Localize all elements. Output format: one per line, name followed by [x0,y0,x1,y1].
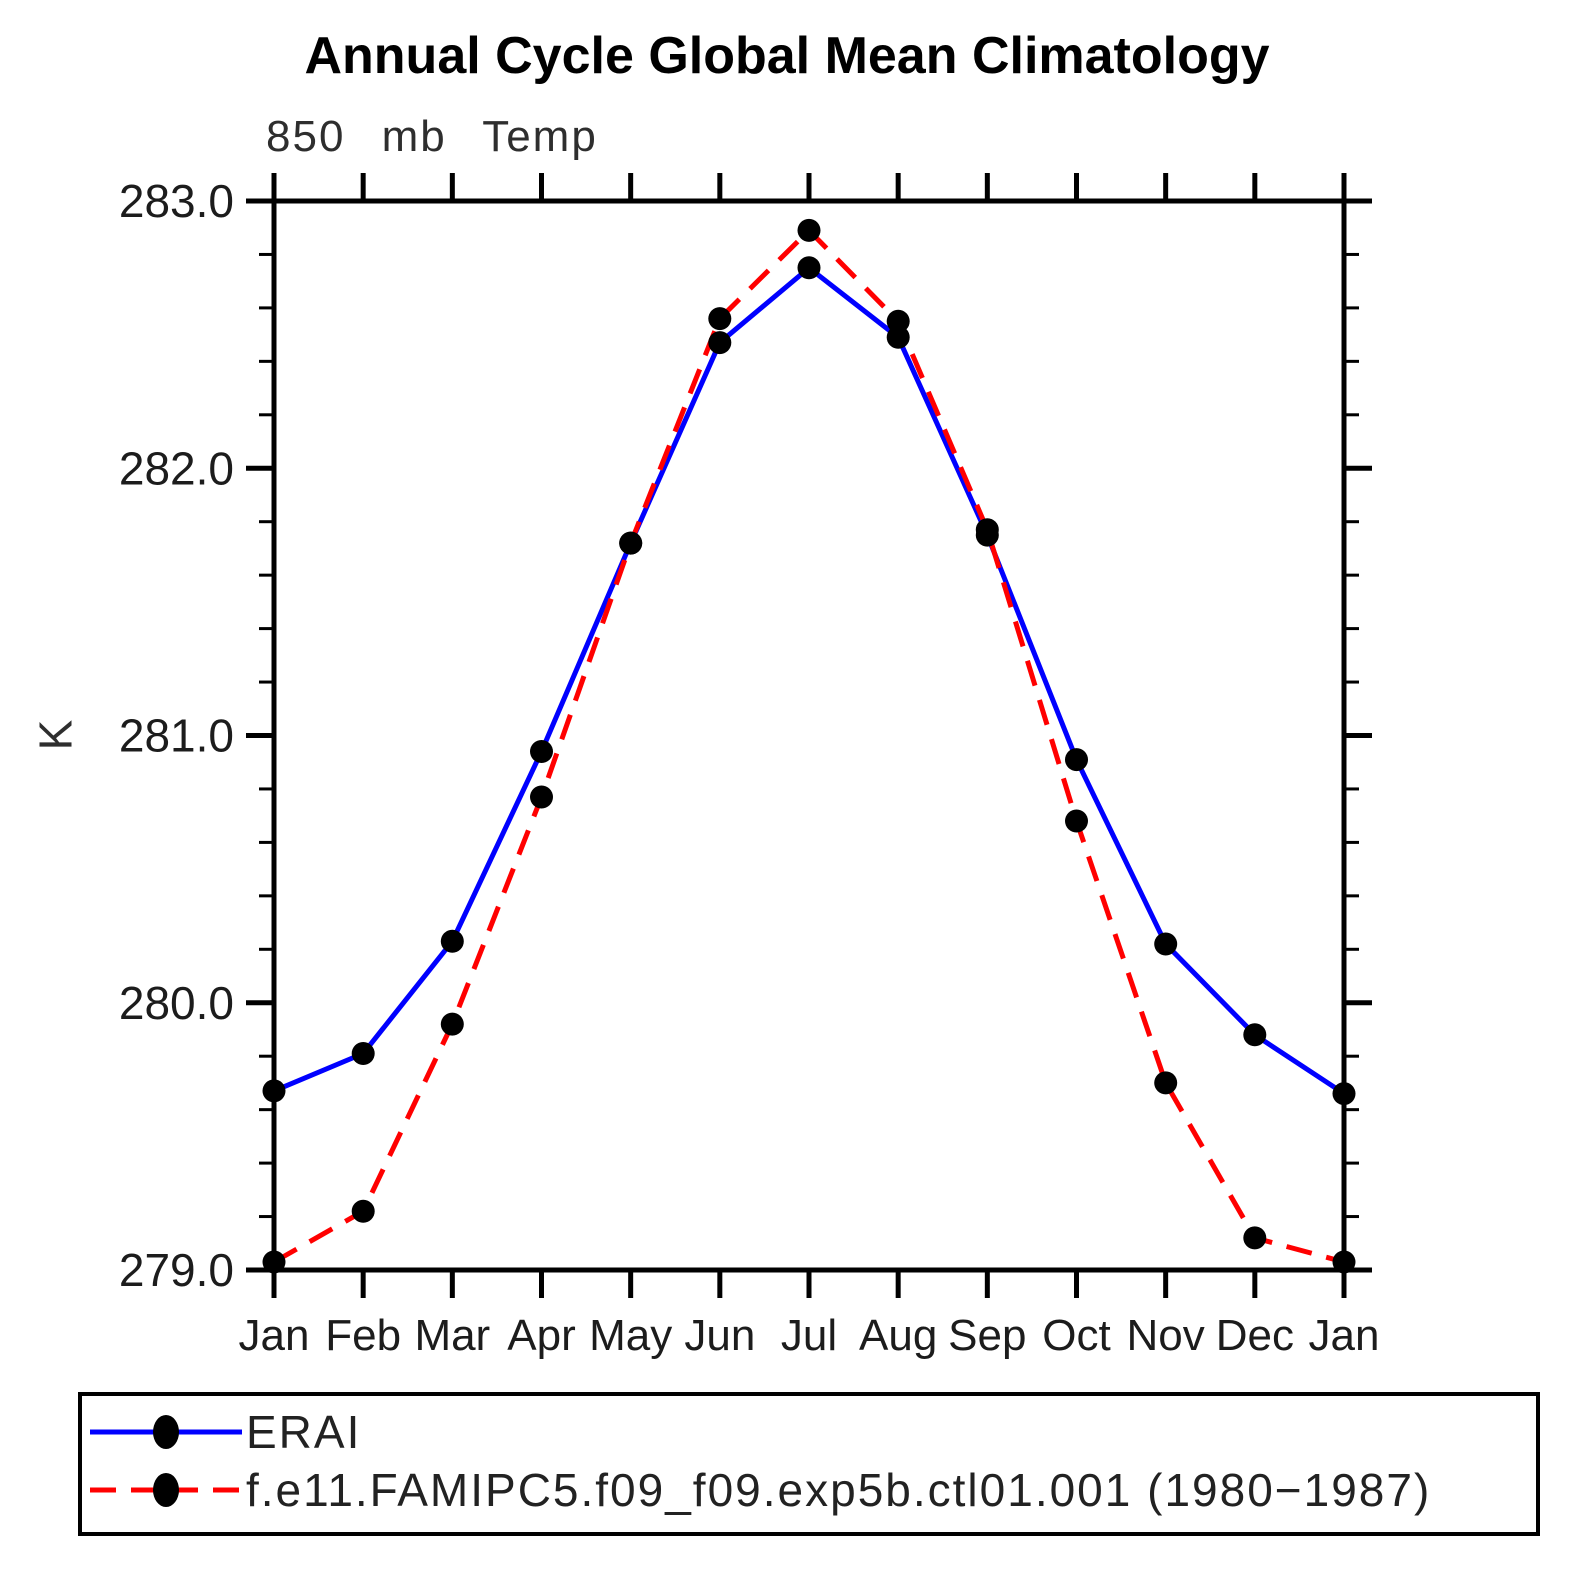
data-point [530,785,553,809]
data-point [440,929,464,953]
legend-label-model: f.e11.FAMIPC5.f09_f09.exp5b.ctl01.001 (1… [246,1464,1432,1516]
x-tick-label: Feb [325,1311,401,1360]
x-tick-label: Jul [781,1311,837,1360]
legend-item-model: f.e11.FAMIPC5.f09_f09.exp5b.ctl01.001 (1… [84,1462,1431,1518]
x-tick-label: Mar [414,1311,490,1360]
data-point [797,218,821,242]
erai-line [273,264,1346,1096]
data-point [351,1042,375,1065]
data-point [262,1250,286,1274]
chart-title: Annual Cycle Global Mean Climatology [304,27,1270,85]
data-point [619,531,643,555]
x-tick-label: Oct [1042,1311,1110,1360]
y-tick-label: 280.0 [119,977,234,1029]
data-point [530,740,553,763]
data-point [1243,1226,1267,1250]
data-point [262,1079,286,1103]
data-point [351,1199,375,1223]
data-point [708,331,732,355]
data-point [440,1012,464,1036]
x-tick-label: Jun [684,1311,755,1360]
data-point [1065,809,1088,833]
y-tick-label: 281.0 [119,710,234,762]
legend-label-erai: ERAI [246,1406,362,1458]
data-point [1332,1250,1356,1274]
y-tick-label: 283.0 [119,175,234,227]
x-tick-label: Apr [507,1311,575,1360]
data-point [1065,748,1088,772]
data-point [1154,932,1178,956]
data-point [886,309,910,333]
axis-subtitle: 850 mb Temp [266,112,598,161]
x-tick-label: Dec [1216,1311,1294,1360]
data-point [708,307,732,331]
model-line-sample-icon [90,1473,242,1507]
legend-box: ERAI f.e11.FAMIPC5.f09_f09.exp5b.ctl01.0… [78,1392,1540,1536]
data-point [1243,1023,1267,1047]
data-point [1332,1082,1356,1106]
x-tick-label: Aug [859,1311,937,1360]
x-tick-label: Jan [239,1311,310,1360]
data-point [797,256,821,280]
x-tick-label: Jan [1309,1311,1380,1360]
data-point [886,325,910,349]
data-point [1154,1071,1178,1095]
model-line [272,226,1345,1265]
legend-item-erai: ERAI [84,1404,361,1460]
data-point [975,518,999,542]
x-tick-label: May [589,1311,672,1360]
x-tick-label: Nov [1127,1311,1205,1360]
x-tick-label: Sep [948,1311,1026,1360]
y-tick-label: 279.0 [119,1244,234,1296]
erai-line-sample-icon [90,1415,242,1449]
y-tick-label: 282.0 [119,442,234,494]
